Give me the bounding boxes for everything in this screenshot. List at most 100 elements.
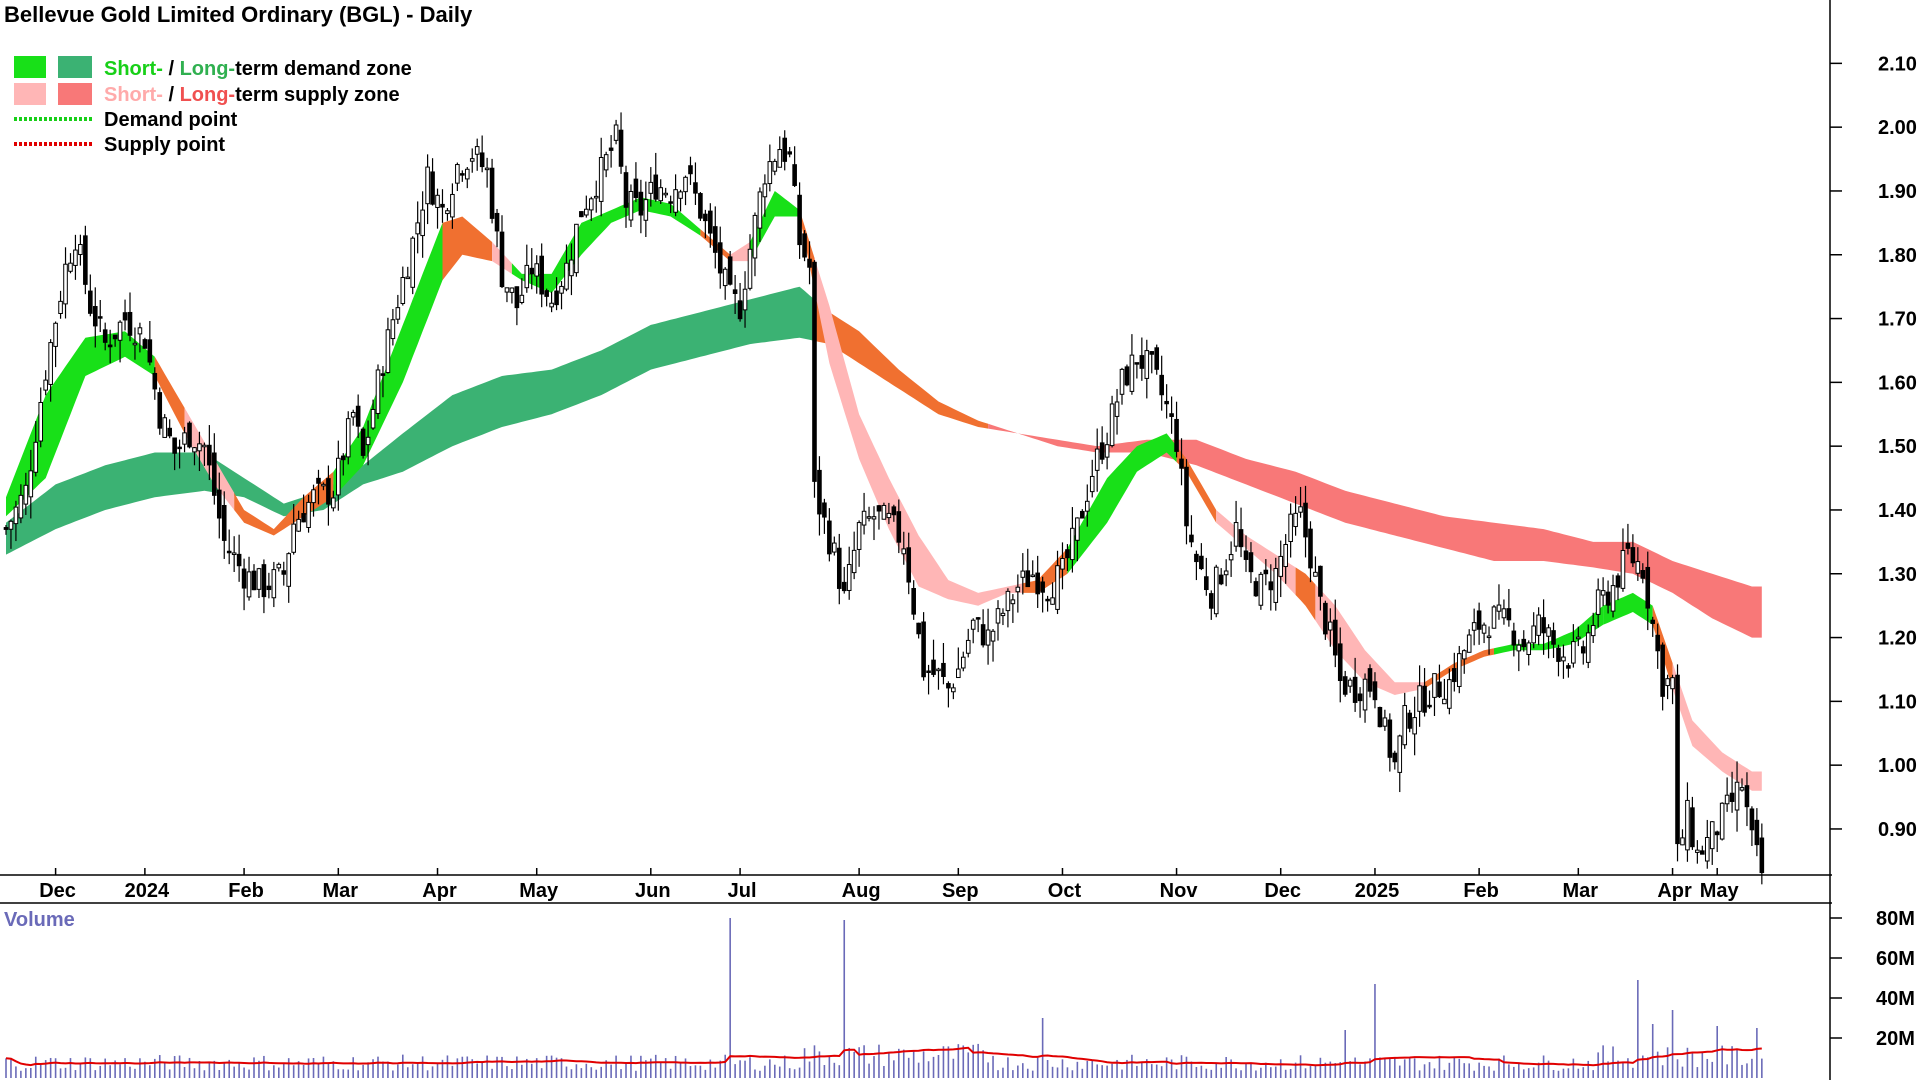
candle-body — [896, 511, 902, 543]
short-term-zone-segment — [234, 471, 334, 536]
candle-body — [683, 176, 688, 193]
candle-body — [1268, 581, 1274, 591]
candle-body — [504, 287, 510, 293]
price-tick-label: 1.50 — [1878, 436, 1917, 458]
candle-body — [256, 568, 262, 590]
candle-body — [767, 161, 773, 185]
candle-body — [78, 243, 83, 256]
candle-body — [226, 550, 232, 554]
candle-body — [1005, 590, 1011, 612]
candle-body — [345, 418, 351, 458]
candle-body — [1070, 527, 1075, 561]
candle-body — [921, 621, 926, 678]
candle-body — [152, 372, 158, 390]
candle-body — [1094, 448, 1100, 471]
candle-body — [1060, 557, 1065, 570]
candle-body — [703, 213, 708, 222]
candle-body — [499, 231, 505, 288]
candle-body — [777, 149, 783, 168]
date-tick-label: Sep — [942, 880, 979, 902]
candle-body — [787, 151, 792, 155]
candle-body — [1084, 500, 1090, 512]
volume-title: Volume — [4, 909, 75, 931]
candle-body — [1551, 630, 1556, 645]
candle-body — [792, 164, 797, 186]
candle-body — [965, 639, 971, 654]
candle-body — [698, 193, 703, 219]
candle-body — [1486, 635, 1492, 639]
candle-body — [162, 417, 168, 438]
date-axis: Dec 2024 Feb Mar Apr May Jun Jul Aug Sep Oct Nov Dec… — [39, 868, 1740, 902]
candle-body — [1169, 413, 1174, 417]
candle-body — [1323, 602, 1328, 635]
candle-body — [643, 199, 649, 221]
candle-body — [1422, 685, 1427, 713]
candle-body — [802, 233, 807, 258]
candle-body — [1035, 572, 1040, 595]
candle-body — [1511, 630, 1517, 646]
candle-body — [1377, 706, 1383, 728]
zone-bands — [6, 191, 1762, 791]
candle-body — [1129, 354, 1135, 392]
date-tick-label: May — [519, 880, 559, 902]
short-term-zone-segment — [511, 197, 701, 293]
candle-body — [405, 276, 411, 280]
candle-body — [1332, 619, 1338, 656]
candle-body — [772, 160, 778, 172]
candle-body — [1337, 643, 1343, 682]
candle-body — [1709, 821, 1715, 850]
candle-body — [1199, 555, 1204, 570]
candle-body — [192, 447, 197, 453]
candle-body — [836, 547, 842, 589]
volume-tick-label: 80M — [1876, 908, 1915, 930]
candle-body — [871, 516, 877, 520]
candle-body — [1328, 621, 1333, 631]
candle-body — [549, 302, 554, 308]
candle-body — [613, 124, 619, 141]
candle-body — [157, 392, 163, 429]
candle-body — [8, 520, 14, 530]
candle-body — [395, 307, 401, 320]
candle-body — [588, 198, 594, 211]
candle-body — [1253, 581, 1259, 597]
candle-body — [1248, 552, 1254, 573]
candle-body — [574, 223, 579, 274]
candle-body — [708, 210, 713, 234]
candle-body — [1680, 837, 1685, 846]
candle-body — [1134, 362, 1140, 365]
date-tick-label: Jul — [728, 880, 757, 902]
candle-body — [1372, 681, 1378, 701]
candle-body — [598, 156, 604, 202]
candle-body — [231, 552, 237, 556]
legend-swatch-long-demand — [58, 56, 92, 78]
candle-body — [727, 256, 733, 285]
candle-body — [1357, 693, 1363, 702]
legend-swatch-long-supply — [58, 83, 92, 105]
legend-supply-sep: / — [163, 84, 180, 106]
price-tick-label: 1.80 — [1878, 245, 1917, 267]
candle-body — [385, 329, 391, 374]
price-tick-label: 2.10 — [1878, 53, 1917, 75]
candle-body — [102, 329, 108, 343]
candle-body — [1075, 517, 1080, 541]
candle-body — [276, 563, 282, 569]
candle-body — [1283, 543, 1288, 568]
candle-body — [1541, 617, 1546, 634]
candle-body — [355, 405, 361, 427]
short-term-zone-segment — [442, 216, 493, 281]
candle-body — [554, 290, 559, 306]
volume-tick-label: 40M — [1876, 988, 1915, 1010]
candle-body — [1744, 785, 1750, 808]
candle-body — [1273, 567, 1279, 603]
candle-body — [464, 168, 470, 180]
candle-body — [1675, 674, 1680, 845]
candle-body — [241, 568, 247, 589]
legend-demand-zone-label: Short- / Long-term demand zone — [104, 58, 412, 80]
candle-body — [489, 167, 495, 219]
candle-body — [534, 263, 540, 277]
candle-body — [1719, 802, 1725, 840]
candle-body — [628, 190, 634, 221]
candle-body — [63, 263, 68, 305]
candle-body — [88, 290, 93, 314]
candle-body — [1665, 678, 1670, 687]
